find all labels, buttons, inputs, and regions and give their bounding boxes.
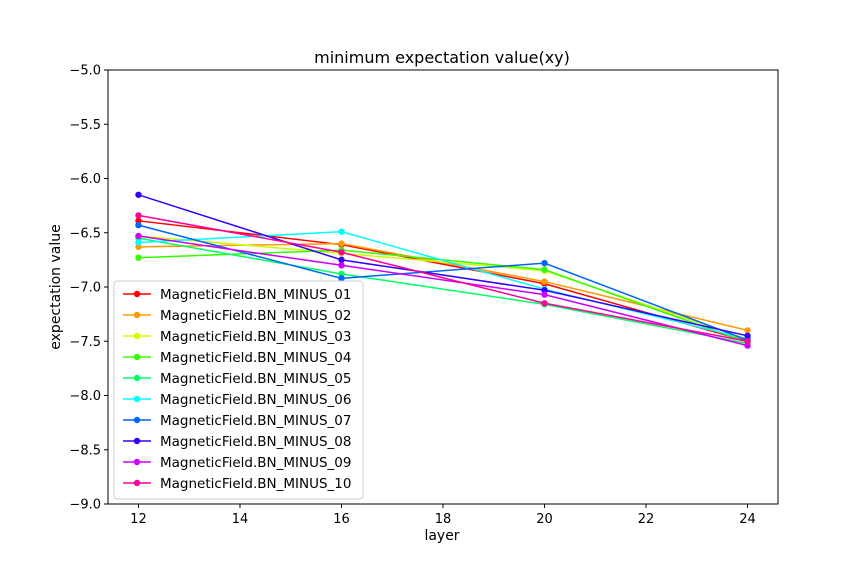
- x-tick-label: 20: [536, 512, 553, 527]
- y-axis-label: expectation value: [48, 224, 64, 349]
- data-point: [338, 275, 345, 282]
- data-point: [744, 327, 751, 334]
- data-point: [135, 191, 142, 198]
- legend-swatch-marker: [133, 311, 141, 319]
- data-point: [135, 221, 142, 229]
- y-tick-label: −5.5: [69, 118, 101, 133]
- series-line: [138, 230, 748, 340]
- data-point: [541, 259, 548, 267]
- legend-label: MagneticField.BN_MINUS_08: [160, 434, 352, 450]
- data-point: [744, 332, 751, 340]
- data-point: [541, 291, 548, 298]
- data-point: [541, 300, 548, 307]
- x-tick-label: 12: [130, 512, 147, 527]
- legend-item: MagneticField.BN_MINUS_04: [123, 350, 352, 366]
- y-tick-label: −7.5: [69, 335, 101, 350]
- series-line: [138, 237, 748, 345]
- data-point: [135, 239, 142, 246]
- legend-swatch-marker: [133, 416, 141, 424]
- legend-swatch-marker: [133, 374, 141, 382]
- legend-item: MagneticField.BN_MINUS_07: [123, 413, 352, 429]
- series-8: [135, 191, 751, 340]
- legend-swatch-marker: [133, 332, 141, 340]
- data-point: [338, 256, 345, 264]
- data-point: [338, 228, 345, 235]
- legend-swatch-marker: [133, 437, 141, 445]
- legend-swatch-marker: [133, 290, 141, 298]
- legend-label: MagneticField.BN_MINUS_10: [160, 476, 352, 492]
- data-point: [338, 249, 345, 256]
- series-10: [135, 212, 751, 345]
- y-tick-label: −6.0: [69, 172, 101, 187]
- legend-label: MagneticField.BN_MINUS_01: [160, 287, 352, 303]
- data-point: [338, 262, 345, 269]
- series-line: [138, 235, 748, 347]
- data-point: [541, 266, 548, 273]
- data-point: [135, 212, 142, 219]
- legend-swatch-marker: [133, 458, 141, 466]
- legend-item: MagneticField.BN_MINUS_05: [123, 371, 352, 387]
- y-tick-label: −8.0: [69, 389, 101, 404]
- x-tick-label: 24: [739, 512, 756, 527]
- legend-swatch-marker: [133, 353, 141, 361]
- plot-area: 12 14 16 18 20 22 24 −9.0 −8.5 −8.0 −7.5 −7.0 −6.5 −6…: [69, 64, 779, 527]
- legend-swatch-marker: [133, 479, 141, 487]
- series-line: [138, 194, 748, 337]
- legend-item: MagneticField.BN_MINUS_10: [123, 476, 352, 492]
- series-line: [138, 224, 748, 341]
- legend: MagneticField.BN_MINUS_01 MagneticField.B…: [113, 280, 364, 500]
- legend-box: [113, 280, 364, 500]
- legend-label: MagneticField.BN_MINUS_09: [160, 455, 352, 471]
- legend-item: MagneticField.BN_MINUS_01: [123, 287, 352, 303]
- data-point: [541, 278, 548, 285]
- legend-label: MagneticField.BN_MINUS_05: [160, 371, 352, 387]
- x-tick-label: 14: [232, 512, 249, 527]
- legend-label: MagneticField.BN_MINUS_03: [160, 329, 352, 345]
- x-axis-label: layer: [424, 528, 459, 544]
- x-tick-label: 16: [333, 512, 350, 527]
- y-tick-label: −9.0: [69, 498, 101, 513]
- legend-item: MagneticField.BN_MINUS_06: [123, 392, 352, 408]
- legend-label: MagneticField.BN_MINUS_06: [160, 392, 352, 408]
- series-line: [138, 214, 748, 342]
- x-tick-label: 22: [638, 512, 655, 527]
- data-point: [135, 232, 142, 240]
- legend-label: MagneticField.BN_MINUS_02: [160, 308, 352, 324]
- data-point: [338, 240, 345, 247]
- legend-item: MagneticField.BN_MINUS_08: [123, 434, 352, 450]
- legend-item: MagneticField.BN_MINUS_03: [123, 329, 352, 345]
- legend-item: MagneticField.BN_MINUS_02: [123, 308, 352, 324]
- legend-item: MagneticField.BN_MINUS_09: [123, 455, 352, 471]
- y-tick-label: −7.0: [69, 281, 101, 296]
- legend-label: MagneticField.BN_MINUS_07: [160, 413, 352, 429]
- series-line: [138, 235, 748, 340]
- data-point: [135, 254, 142, 261]
- data-point: [744, 338, 751, 345]
- chart-title: minimum expectation value(xy): [314, 48, 570, 67]
- x-tick-label: 18: [435, 512, 452, 527]
- y-tick-label: −6.5: [69, 226, 101, 241]
- y-tick-label: −8.5: [69, 443, 101, 458]
- legend-label: MagneticField.BN_MINUS_04: [160, 350, 352, 366]
- legend-swatch-marker: [133, 395, 141, 403]
- y-tick-label: −5.0: [69, 64, 101, 79]
